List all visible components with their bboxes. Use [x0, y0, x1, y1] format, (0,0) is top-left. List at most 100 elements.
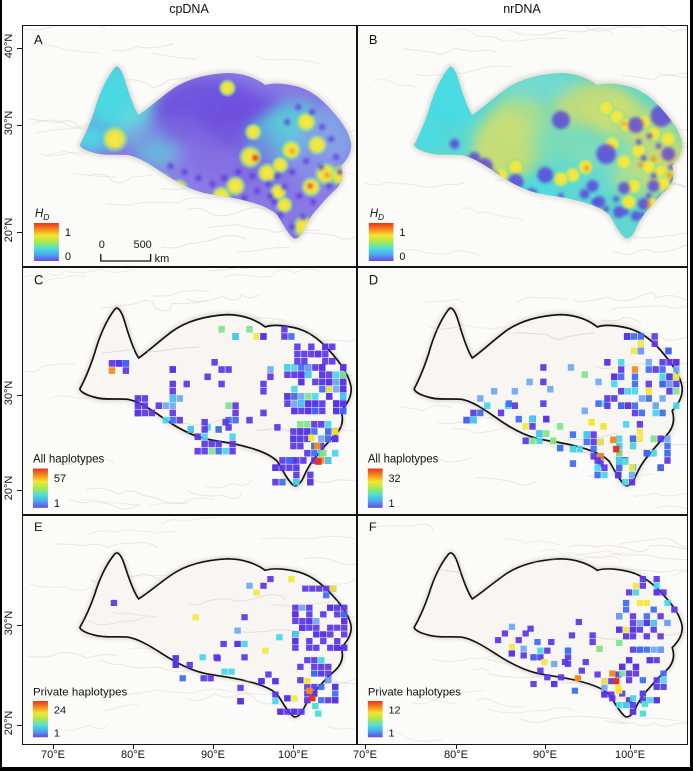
haplotype-cell [327, 604, 334, 611]
low-diversity-dot [277, 212, 284, 218]
haplotype-cell [569, 431, 576, 438]
colorbar-F [367, 701, 383, 738]
panel-divider [23, 266, 687, 268]
terrain-squiggle [189, 594, 286, 606]
lon-tick [293, 745, 295, 749]
haplotype-cell [643, 449, 650, 457]
lat-tick [17, 48, 22, 50]
haplotype-cell [311, 663, 318, 670]
terrain-squiggle [299, 232, 356, 240]
low-diversity-dot [328, 136, 335, 142]
haplotype-cell [636, 421, 643, 428]
haplotype-cell [341, 611, 348, 618]
haplotype-cell [536, 647, 544, 654]
scale-unit: km [155, 253, 170, 265]
haplotype-cell [610, 373, 617, 381]
haplotype-cell [637, 340, 644, 348]
haplotype-cell [304, 435, 311, 443]
legend-E: Private haplotypes 24 1 [32, 686, 128, 739]
colorbar-C [32, 468, 48, 508]
haplotype-cell [650, 619, 657, 627]
haplotype-cell [311, 428, 318, 435]
haplotype-cell [318, 657, 325, 664]
haplotype-cell [658, 366, 666, 373]
hotspot-core [289, 148, 295, 154]
haplotype-cell [651, 340, 658, 348]
lon-tick [53, 745, 55, 749]
haplotype-cell [325, 670, 332, 677]
haplotype-cell [593, 471, 601, 479]
legend-A: HD 1 0 [33, 208, 71, 263]
haplotype-cell [593, 671, 601, 678]
haplotype-cell [643, 646, 650, 653]
haplotype-cell [222, 447, 229, 455]
haplotype-cell [469, 416, 477, 424]
haplotype-cell [307, 478, 314, 486]
haplotype-cell [291, 385, 298, 393]
haplotype-cell [569, 445, 576, 453]
haplotype-cell [663, 457, 671, 464]
haplotype-cell [229, 440, 236, 448]
terrain-squiggle [585, 26, 687, 33]
haplotype-cell [542, 415, 549, 423]
legend-title-sub: D [378, 212, 384, 222]
haplotype-cell [220, 640, 227, 648]
haplotype-cell [629, 613, 636, 620]
haplotype-cell [631, 366, 638, 373]
haplotype-cell-special [587, 418, 595, 426]
haplotype-cell [625, 677, 632, 684]
haplotype-cell [229, 447, 236, 455]
haplotype-cell [311, 690, 318, 697]
haplotype-cell [656, 646, 664, 653]
terrain-squiggle [36, 44, 100, 54]
haplotype-cell [525, 378, 533, 386]
panel-letter-B: B [368, 32, 377, 47]
map-A: A HD 1 0 0 500 km [23, 26, 356, 266]
haplotype-cell [298, 708, 305, 715]
low-diversity-dot [592, 196, 605, 208]
diversity-hotspot [550, 169, 570, 189]
haplotype-cell [542, 430, 549, 437]
low-diversity-dot [650, 173, 656, 179]
low-diversity-dot [289, 169, 296, 175]
haplotype-cell [294, 350, 301, 358]
haplotype-cell [258, 678, 265, 685]
low-diversity-dot [660, 147, 675, 161]
haplotype-cell [294, 343, 301, 351]
legend-title: All haplotypes [367, 452, 438, 465]
haplotype-cell [631, 387, 638, 395]
haplotype-cell [651, 333, 658, 340]
haplotype-cell [520, 652, 527, 659]
low-diversity-dot [309, 109, 316, 115]
haplotype-cell [298, 393, 305, 400]
haplotype-cell-special [599, 423, 607, 430]
haplotype-cell [284, 708, 291, 715]
diversity-hotspot [614, 152, 633, 172]
haplotype-cell [638, 409, 645, 417]
haplotype-cell [291, 400, 298, 407]
haplotype-cell [332, 449, 339, 457]
haplotype-cell [298, 400, 305, 407]
haplotype-cell [305, 407, 312, 415]
haplotype-cell [134, 409, 142, 417]
scale-bracket [100, 254, 152, 262]
scale-bar: 0 500 km [99, 239, 169, 265]
low-diversity-dot [645, 193, 652, 199]
haplotype-cell [511, 402, 518, 410]
haplotype-squares-F [494, 576, 678, 717]
haplotype-cell [218, 380, 225, 388]
haplotype-cell [614, 671, 621, 678]
terrain-squiggle [501, 538, 562, 547]
haplotype-cell [297, 435, 304, 443]
haplotype-cell [561, 659, 568, 666]
haplotype-cell [297, 428, 304, 435]
haplotype-cell [581, 407, 588, 415]
terrain-squiggle [270, 600, 352, 608]
panel-letter-E: E [34, 520, 43, 534]
haplotype-cell [172, 655, 179, 662]
haplotype-cell [218, 366, 225, 373]
terrain-squiggle [186, 490, 243, 500]
haplotype-cell [617, 402, 624, 410]
haplotype-cell [650, 646, 657, 653]
legend-max-value: 1 [65, 227, 71, 239]
